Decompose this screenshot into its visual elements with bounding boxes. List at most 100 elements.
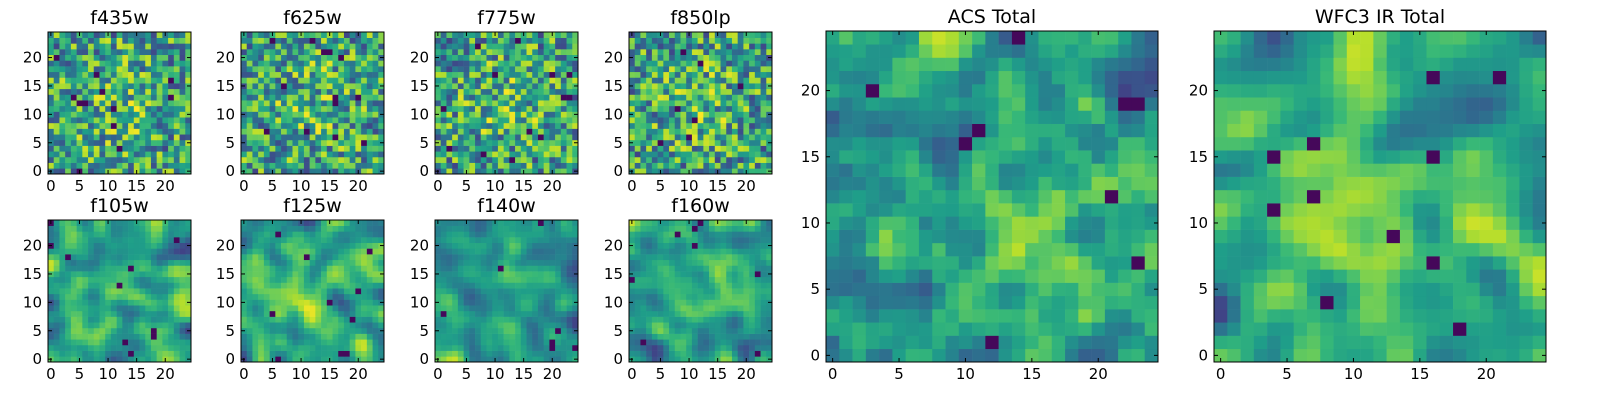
heatmap-cell [241,231,248,238]
heatmap-cell [185,276,192,283]
heatmap-cell [686,117,693,124]
heatmap-cell [720,32,727,38]
heatmap-cell [303,162,310,169]
heatmap-cell [709,122,716,129]
heatmap-cell [292,66,299,73]
heatmap-cell [480,122,487,129]
heatmap-cell [70,327,77,334]
heatmap-cell [378,122,385,129]
heatmap-cell [252,237,259,244]
heatmap-cell [366,350,373,357]
heatmap-cell [566,350,573,357]
heatmap-cell [99,77,106,84]
heatmap-cell [532,225,539,232]
heatmap-cell [497,88,504,95]
heatmap-cell [657,333,664,340]
heatmap-cell [651,100,658,107]
heatmap-cell [720,162,727,169]
heatmap-cell [657,299,664,306]
heatmap-cell [321,71,328,78]
heatmap-cell [657,156,664,163]
heatmap-cell [110,100,117,107]
heatmap-cell [173,117,180,124]
heatmap-cell [743,151,750,158]
heatmap-cell [162,299,169,306]
heatmap-cell [480,350,487,357]
heatmap-cell [298,49,305,56]
heatmap-cell [497,111,504,118]
heatmap-cell [520,156,527,163]
heatmap-cell [555,248,562,255]
heatmap-cell [446,111,453,118]
heatmap-cell [737,344,744,351]
heatmap-cell [760,168,767,175]
heatmap-cell [452,259,459,266]
heatmap-cell [646,288,653,295]
heatmap-cell [76,37,83,44]
heatmap-cell [326,271,333,278]
heatmap-cell [435,322,442,329]
heatmap-cell [766,162,773,169]
heatmap-cell [99,139,106,146]
heatmap-cell [457,282,464,289]
heatmap-cell [640,299,647,306]
heatmap-cell [760,356,767,363]
heatmap-cell [520,151,527,158]
heatmap-cell [469,327,476,334]
heatmap-cell [469,49,476,56]
heatmap-cell [76,100,83,107]
heatmap-cell [726,139,733,146]
heatmap-cell [743,276,750,283]
heatmap-cell [378,151,385,158]
heatmap-cell [246,339,253,346]
heatmap-cell [629,37,636,44]
heatmap-cell [492,49,499,56]
heatmap-cell [566,271,573,278]
heatmap-cell [88,71,95,78]
heatmap-cell [65,305,72,312]
heatmap-cell [355,259,362,266]
heatmap-cell [275,139,282,146]
heatmap-cell [185,49,192,56]
heatmap-cell [731,305,738,312]
heatmap-cell [139,168,146,175]
heatmap-cell [246,299,253,306]
heatmap-cell [93,77,100,84]
heatmap-cell [303,111,310,118]
heatmap-cell [122,71,129,78]
heatmap-cell [572,225,579,232]
heatmap-cell [720,139,727,146]
heatmap-cell [709,100,716,107]
heatmap-cell [680,333,687,340]
heatmap-cell [139,288,146,295]
heatmap-cell [651,66,658,73]
heatmap-cell [457,100,464,107]
heatmap-cell [686,350,693,357]
heatmap-cell [263,265,270,272]
heatmap-cell [555,276,562,283]
heatmap-cell [349,254,356,261]
heatmap-cell [338,162,345,169]
heatmap-cell [674,122,681,129]
heatmap-cell [726,128,733,135]
heatmap-cell [76,54,83,61]
heatmap-cell [754,122,761,129]
heatmap-cell [709,339,716,346]
heatmap-cell [150,54,157,61]
heatmap-cell [76,339,83,346]
heatmap-cell [321,327,328,334]
y-tick-label: 10 [216,105,235,123]
heatmap-cell [651,105,658,112]
heatmap-cell [492,322,499,329]
heatmap-cell [366,111,373,118]
heatmap-cell [640,71,647,78]
heatmap-cell [246,105,253,112]
heatmap-cell [315,259,322,266]
heatmap-cell [446,117,453,124]
heatmap-cell [303,356,310,363]
heatmap-cell [457,242,464,249]
heatmap-cell [520,271,527,278]
heatmap-cell [440,276,447,283]
heatmap-cell [669,37,676,44]
